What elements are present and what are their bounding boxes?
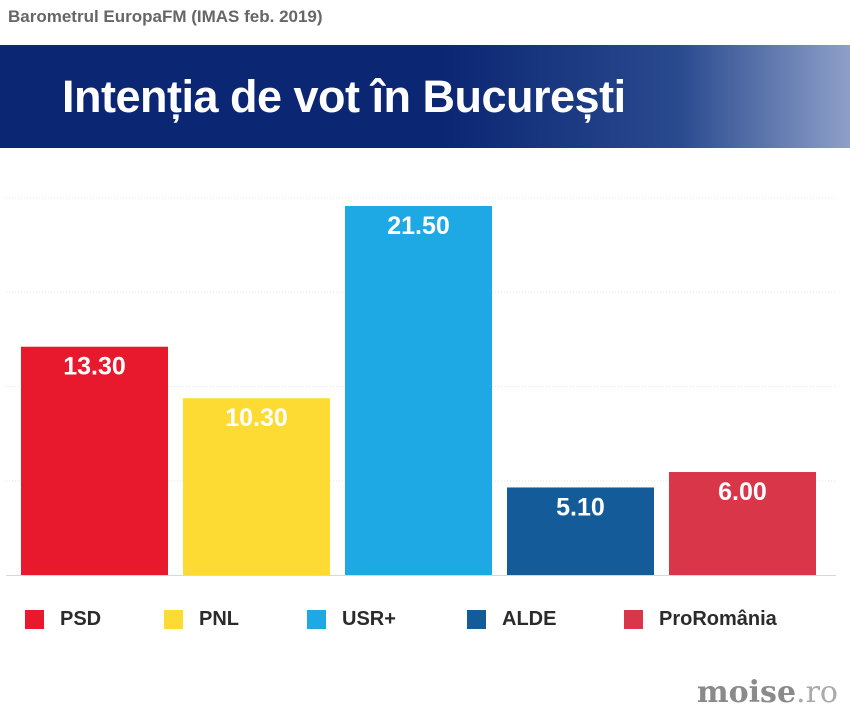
chart-title: Intenția de vot în București <box>62 71 626 122</box>
chart-bars <box>21 206 816 575</box>
watermark-dot: . <box>796 675 806 710</box>
bar-value-label-usr: 21.50 <box>387 212 450 240</box>
legend-label-usr: USR+ <box>342 608 396 630</box>
watermark-logo: moise.ro <box>697 675 838 710</box>
watermark-tld: ro <box>805 675 838 710</box>
source-title: Barometrul EuropaFM (IMAS feb. 2019) <box>8 7 323 26</box>
legend-swatch-alde <box>467 610 486 629</box>
bar-value-label-psd: 13.30 <box>63 353 126 381</box>
bar-proromnia <box>669 472 816 575</box>
chart-value-labels: 13.30 10.30 21.50 5.10 6.00 <box>63 212 767 521</box>
bar-usr <box>345 206 492 575</box>
legend-swatch-psd <box>25 610 44 629</box>
bar-value-label-pnl: 10.30 <box>225 404 288 432</box>
chart-legend: PSD PNL USR+ ALDE ProRomânia <box>0 603 850 637</box>
legend-label-proromania: ProRomânia <box>659 608 777 630</box>
bar-value-label-proromnia: 6.00 <box>718 478 767 506</box>
legend-swatch-pnl <box>164 610 183 629</box>
legend-swatch-proromania <box>624 610 643 629</box>
bar-pnl <box>183 398 330 575</box>
legend-label-pnl: PNL <box>199 608 239 630</box>
watermark-brand: moise <box>696 675 797 710</box>
bar-value-label-alde: 5.10 <box>556 493 605 521</box>
bar-alde <box>507 487 654 575</box>
legend-swatch-usr <box>307 610 326 629</box>
legend-label-psd: PSD <box>60 608 102 630</box>
legend-label-alde: ALDE <box>502 608 557 630</box>
bar-psd <box>21 346 168 575</box>
title-banner: Intenția de vot în București <box>0 45 850 148</box>
